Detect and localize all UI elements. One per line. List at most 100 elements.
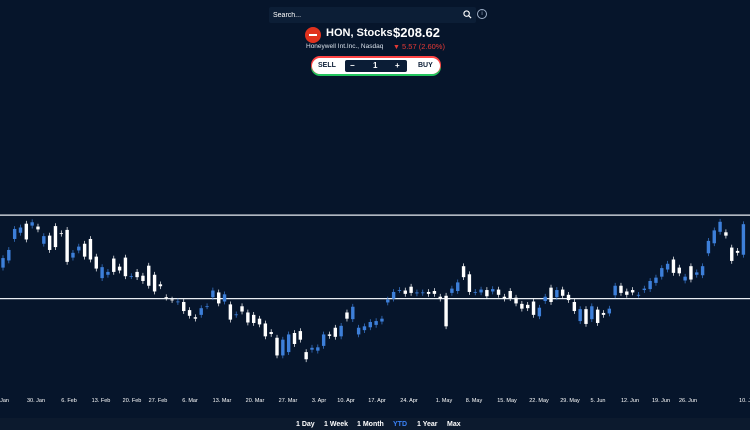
range-1-year[interactable]: 1 Year (417, 421, 438, 428)
candle-body (82, 243, 87, 257)
candle-body (199, 308, 203, 315)
range-1-month[interactable]: 1 Month (357, 421, 384, 428)
candle-body (502, 296, 507, 299)
candle-body (345, 312, 349, 319)
candle-body (251, 314, 256, 323)
range-ytd[interactable]: YTD (393, 421, 407, 428)
candle-body (391, 291, 396, 299)
candle-body (741, 224, 746, 255)
candle-body (59, 233, 63, 235)
quantity-stepper[interactable]: − 1 + (345, 60, 407, 72)
candle-body (246, 312, 250, 323)
candle-body (30, 222, 34, 226)
sell-button[interactable]: SELL (318, 62, 336, 69)
candle-body (129, 276, 133, 278)
candle-body (106, 271, 110, 275)
x-tick-label: 10. Apr (337, 398, 355, 404)
x-tick-label: 13. Mar (213, 398, 232, 404)
candle-body (526, 304, 530, 309)
candle-body (660, 268, 664, 277)
candle-body (217, 292, 221, 304)
candle-body (286, 334, 291, 353)
decrement-button[interactable]: − (350, 61, 355, 70)
candle-body (170, 299, 174, 301)
candle-body (339, 325, 343, 337)
buy-button[interactable]: BUY (418, 62, 433, 69)
candle-body (450, 288, 454, 293)
candle-body (415, 292, 419, 294)
company-logo (305, 27, 321, 43)
candle-body (689, 266, 693, 280)
candle-body (601, 312, 606, 315)
candle-body (473, 291, 477, 293)
time-range-bar: 1 Day 1 Week 1 Month YTD 1 Year Max (0, 418, 750, 430)
candle-body (7, 249, 11, 261)
candle-body (700, 266, 705, 276)
x-tick-label: 20. Feb (123, 398, 142, 404)
candle-body (654, 277, 658, 283)
candle-body (88, 238, 93, 260)
x-tick-label: 6. Mar (182, 398, 198, 404)
candle-body (281, 339, 285, 356)
candle-body (205, 306, 209, 308)
candle-body (193, 317, 198, 319)
x-tick-label: 8. May (466, 398, 483, 404)
search-input[interactable] (273, 8, 453, 22)
candle-body (555, 290, 559, 298)
candle-body (397, 290, 402, 291)
x-tick-label: 3. Apr (312, 398, 327, 404)
candle-body (642, 288, 646, 291)
candle-body (211, 290, 215, 298)
candle-body (42, 236, 46, 244)
candle-body (292, 333, 297, 344)
search-bar[interactable] (269, 7, 476, 23)
candle-body (712, 230, 716, 244)
search-icon[interactable] (463, 10, 472, 19)
candle-body (648, 280, 652, 290)
candle-body (595, 309, 600, 323)
candle-body (275, 337, 279, 356)
candle-body (380, 318, 384, 322)
candle-body (36, 226, 40, 230)
candle-body (123, 257, 128, 277)
candle-body (368, 322, 372, 328)
candle-body (730, 247, 734, 261)
candle-body (141, 275, 145, 281)
candle-body (333, 327, 338, 337)
range-1-day[interactable]: 1 Day (296, 421, 315, 428)
range-max[interactable]: Max (447, 421, 461, 428)
quantity-value[interactable]: 1 (373, 61, 378, 70)
price-change-value: 5.57 (2.60%) (402, 42, 445, 51)
candle-body (531, 301, 536, 315)
candlestick-chart[interactable]: . Jan 30. Jan 6. Feb 13. Feb 20. Feb 27. Feb 6… (0, 0, 750, 418)
candle-body (18, 227, 23, 233)
candle-body (321, 334, 326, 346)
x-tick-label: 19. Jun (652, 398, 670, 404)
range-1-week[interactable]: 1 Week (324, 421, 348, 428)
candle-body (228, 304, 233, 320)
info-icon[interactable]: i (477, 9, 487, 19)
stock-symbol: HON, Stocks (326, 27, 393, 39)
candle-body (234, 314, 238, 316)
increment-button[interactable]: + (395, 61, 400, 70)
x-tick-label: 20. Mar (246, 398, 265, 404)
candle-body (47, 235, 52, 250)
x-tick-label: 27. Feb (149, 398, 168, 404)
candle-body (298, 331, 303, 340)
candle-body (356, 327, 361, 335)
candle-body (456, 282, 460, 291)
candle-body (543, 296, 547, 302)
candle-body (630, 290, 635, 293)
candle-body (117, 266, 122, 271)
candle-body (53, 226, 58, 248)
candle-body (222, 294, 227, 302)
company-name: Honeywell Int.Inc., Nasdaq (306, 43, 384, 50)
candle-body (578, 309, 582, 322)
candle-body (310, 347, 314, 350)
candle-body (152, 274, 157, 292)
x-tick-label: 10. J (739, 398, 750, 404)
candle-body (257, 318, 262, 325)
x-tick-label: 15. May (497, 398, 517, 404)
candle-body (671, 259, 676, 273)
candle-body (316, 347, 320, 351)
